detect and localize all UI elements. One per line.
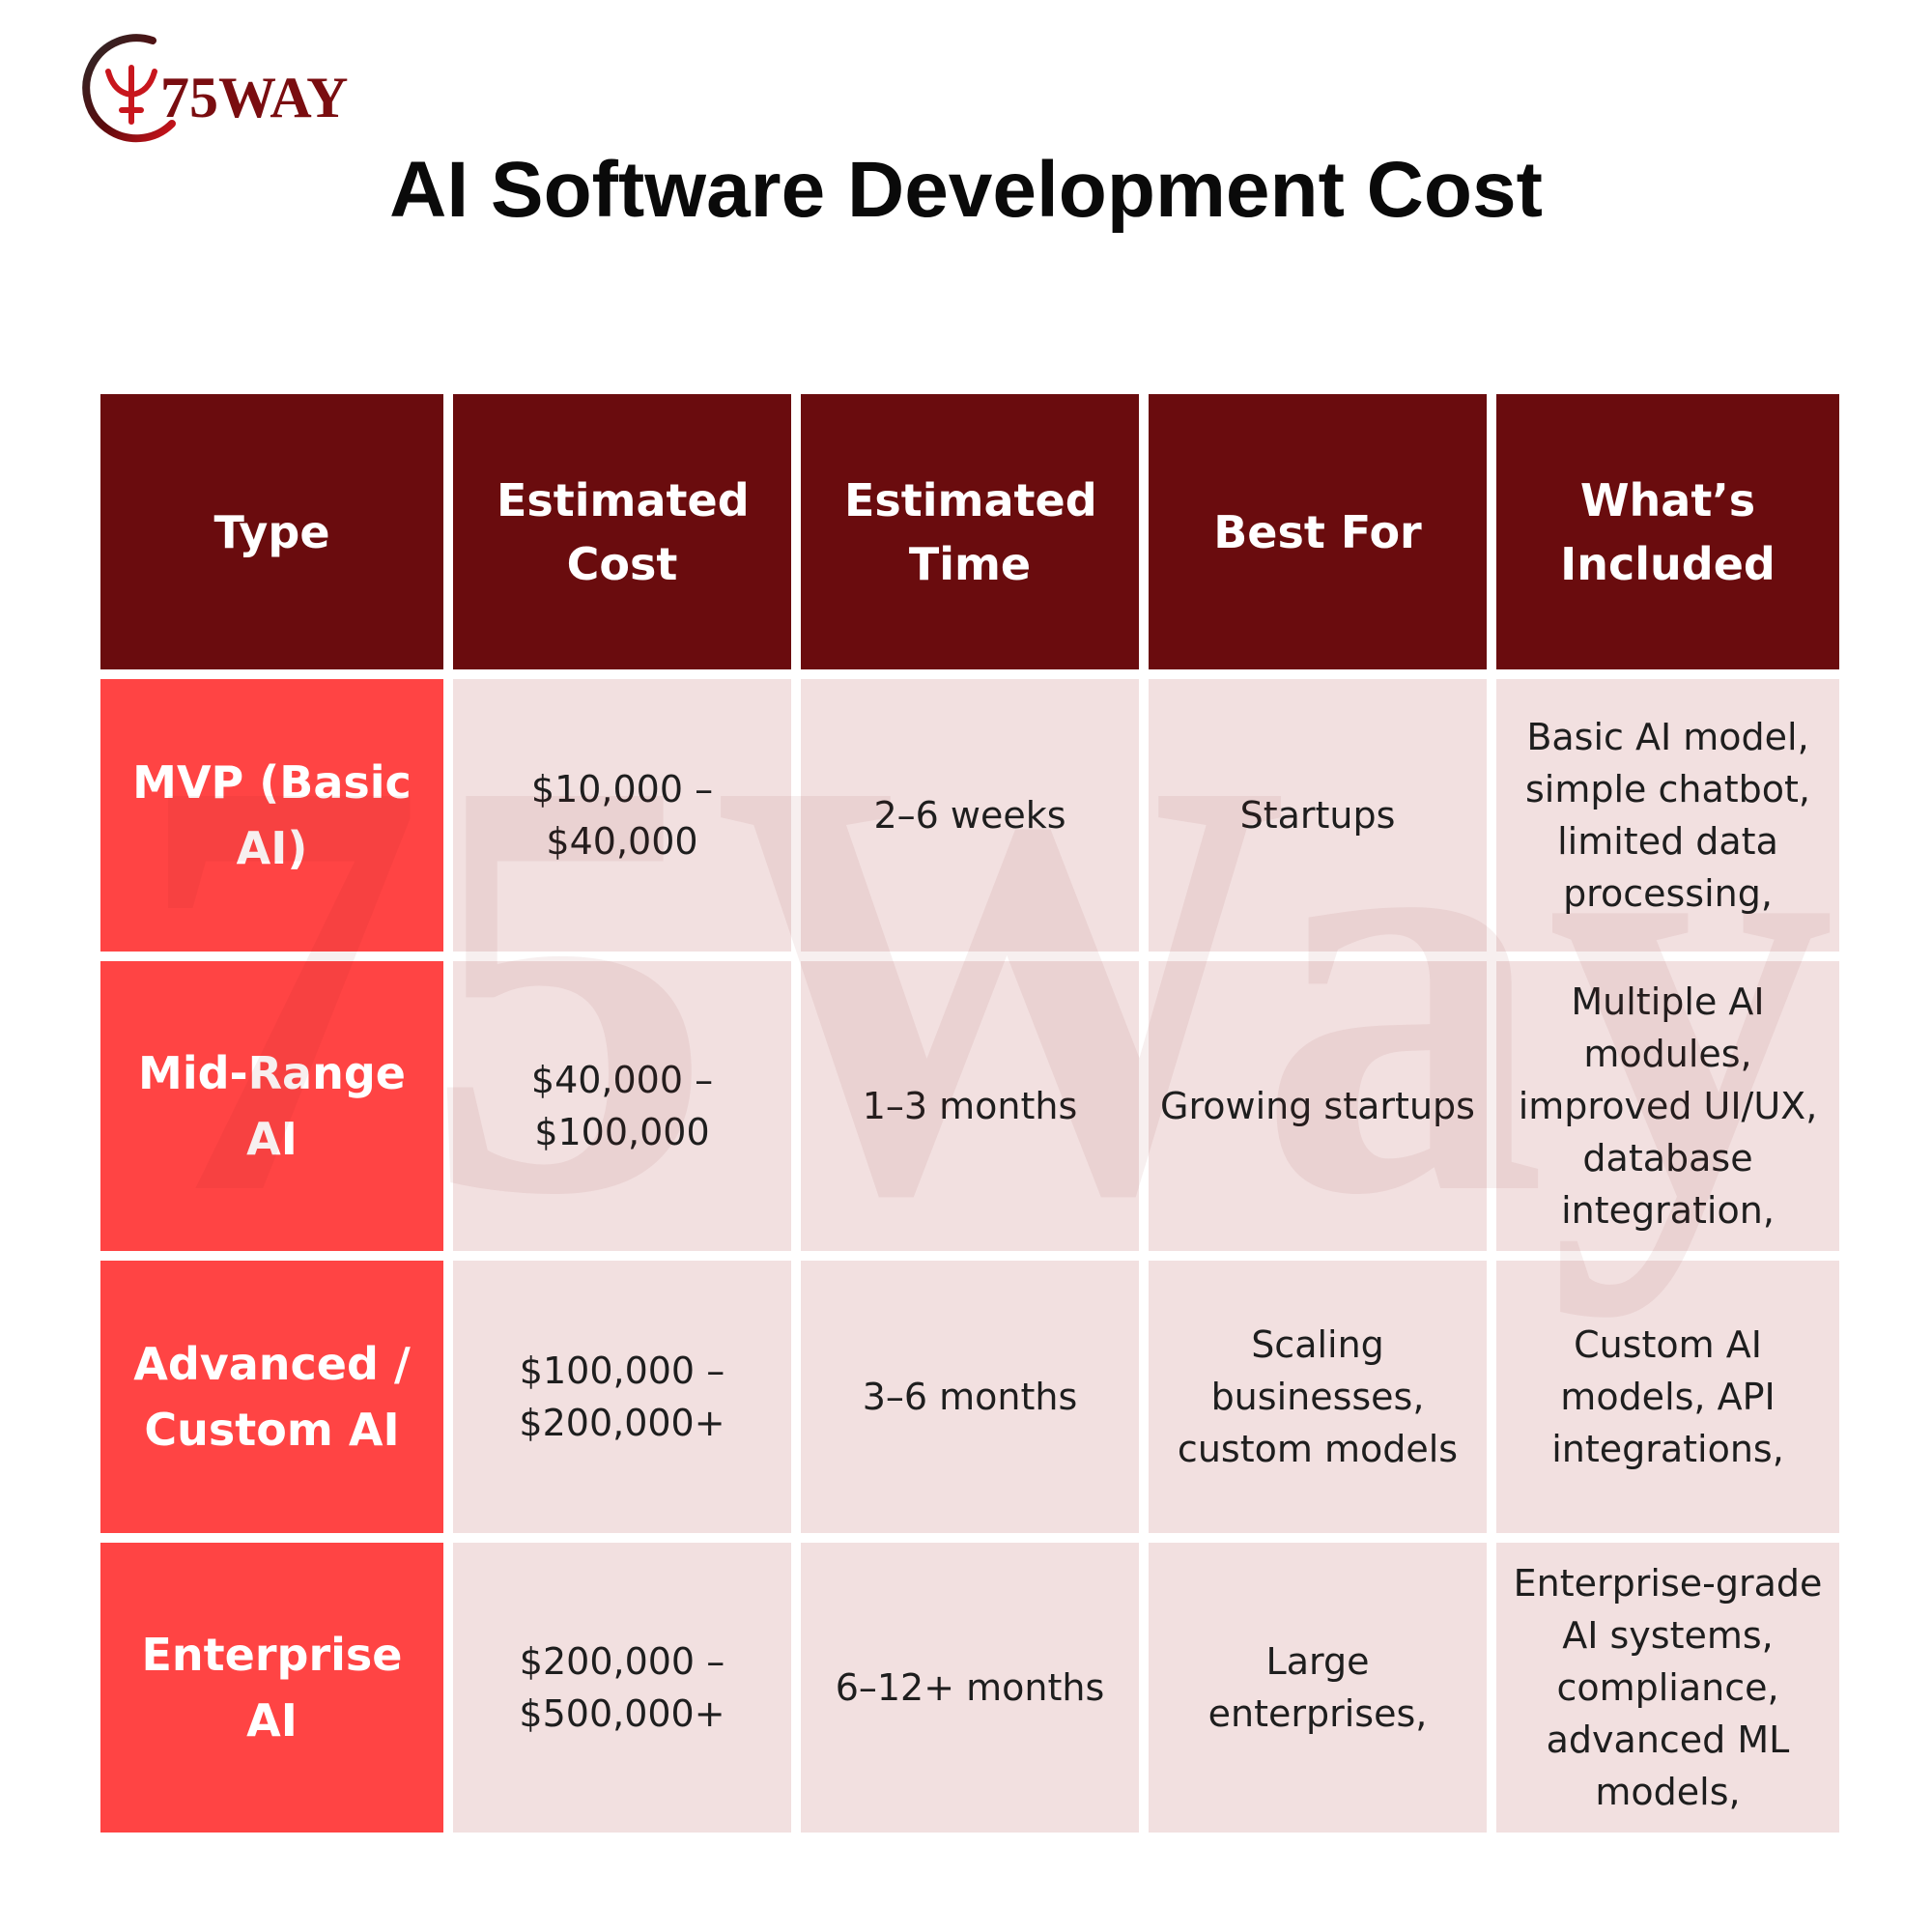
cost-table: Type Estimated Cost Estimated Time Best … [100,394,1839,1833]
row-cost: $10,000 – $40,000 [453,679,791,952]
included-text: Multiple AI modules, improved UI/UX, dat… [1518,980,1818,1232]
included-text: Basic AI model, simple chatbot, limited … [1524,716,1811,915]
included-text: Custom AI models, API integrations, [1551,1323,1784,1470]
brand-logo: 75WAY [64,29,392,143]
type-label: MVP (Basic AI) [132,756,412,874]
logo-ring-icon [82,34,176,143]
row-included: Basic AI model, simple chatbot, limited … [1496,679,1839,952]
logo-trident-icon [105,65,157,125]
row-type-advanced: Advanced / Custom AI [100,1261,443,1533]
header-estimated-cost-label: Estimated Cost [497,473,750,590]
row-time: 2–6 weeks [801,679,1139,952]
type-label: Advanced / Custom AI [133,1338,411,1456]
row-type-enterprise: Enterprise AI [100,1543,443,1833]
row-time: 6–12+ months [801,1543,1139,1833]
row-best-for: Scaling businesses, custom models [1149,1261,1487,1533]
header-estimated-time: Estimated Time [801,394,1139,669]
logo-graphic: 75WAY [82,34,349,143]
row-cost: $40,000 – $100,000 [453,961,791,1251]
header-whats-included-label: What’s Included [1560,473,1776,590]
cost-value: $200,000 – $500,000+ [519,1640,725,1735]
row-included: Enterprise-grade AI systems, compliance,… [1496,1543,1839,1833]
row-cost: $200,000 – $500,000+ [453,1543,791,1833]
logo-text: 75WAY [160,66,349,129]
row-time: 1–3 months [801,961,1139,1251]
row-cost: $100,000 – $200,000+ [453,1261,791,1533]
header-estimated-time-label: Estimated Time [844,473,1097,590]
best-for-text: Scaling businesses, custom models [1177,1323,1459,1470]
row-best-for: Large enterprises, [1149,1543,1487,1833]
row-type-mvp: MVP (Basic AI) [100,679,443,952]
included-text: Enterprise-grade AI systems, compliance,… [1513,1562,1823,1813]
row-time: 3–6 months [801,1261,1139,1533]
cost-value: $100,000 – $200,000+ [519,1350,725,1444]
row-included: Multiple AI modules, improved UI/UX, dat… [1496,961,1839,1251]
header-whats-included: What’s Included [1496,394,1839,669]
cost-value: $10,000 – $40,000 [530,768,714,863]
header-type: Type [100,394,443,669]
header-best-for: Best For [1149,394,1487,669]
row-best-for: Startups [1149,679,1487,952]
row-included: Custom AI models, API integrations, [1496,1261,1839,1533]
cost-value: $40,000 – $100,000 [530,1059,714,1153]
page-title: AI Software Development Cost [389,146,1543,234]
row-type-mid-range: Mid-Range AI [100,961,443,1251]
row-best-for: Growing startups [1149,961,1487,1251]
header-estimated-cost: Estimated Cost [453,394,791,669]
